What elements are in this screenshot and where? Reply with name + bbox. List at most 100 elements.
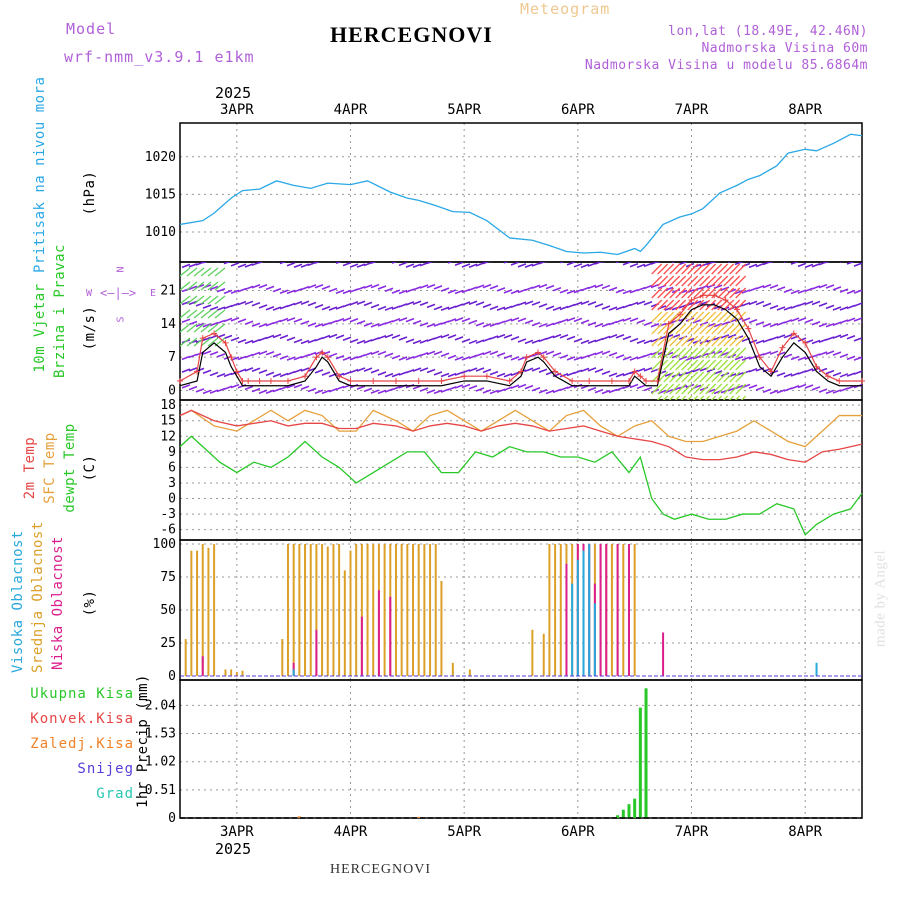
wind-arrow xyxy=(832,286,842,291)
wind-arrow xyxy=(384,333,394,339)
wind-arrow xyxy=(489,322,499,327)
wind-arrow xyxy=(622,335,632,341)
wind-arrow xyxy=(447,334,457,339)
wind-arrow xyxy=(510,335,520,341)
wind-arrow xyxy=(356,320,366,325)
wind-arrow xyxy=(188,367,198,372)
wind-burst-arrow xyxy=(675,287,687,299)
x-tick-label-top: 3APR xyxy=(220,102,254,118)
x-tick-label-top: 7APR xyxy=(675,102,709,118)
wind-arrow xyxy=(398,356,408,361)
wind-arrow xyxy=(258,350,268,355)
wind-arrow xyxy=(293,300,303,306)
wind-arrow xyxy=(811,285,821,290)
y-tick-label: 21 xyxy=(160,284,176,299)
wind-arrow xyxy=(769,284,779,289)
wind-arrow xyxy=(181,263,191,269)
wind-arrow xyxy=(475,321,485,327)
wind-arrow xyxy=(391,318,401,323)
wind-burst-arrow xyxy=(705,371,717,383)
wind-arrow-left xyxy=(180,309,191,319)
wind-burst-arrow xyxy=(735,287,747,299)
wind-burst-arrow xyxy=(711,263,723,275)
wind-burst-arrow xyxy=(716,395,723,400)
wind-arrow xyxy=(608,286,618,292)
wind-arrow xyxy=(552,388,562,394)
wind-arrow xyxy=(385,262,387,263)
wind-arrow xyxy=(804,300,814,306)
wind-burst-arrow xyxy=(729,371,741,383)
wind-burst-arrow xyxy=(651,359,663,371)
wind-arrow-left xyxy=(186,337,198,347)
wind-arrow xyxy=(573,301,583,307)
wind-arrow xyxy=(475,352,485,357)
wind-arrow-left xyxy=(193,309,205,319)
wind-arrow xyxy=(601,350,611,356)
wind-burst-arrow xyxy=(663,383,675,395)
wind-arrow xyxy=(517,288,527,294)
wind-arrow xyxy=(776,372,786,377)
wind-arrow xyxy=(615,354,625,359)
wind-arrow xyxy=(475,301,485,306)
wind-burst-arrow xyxy=(723,299,735,311)
wind-arrow xyxy=(790,304,800,309)
wind-arrow xyxy=(307,262,317,267)
wind-arrow xyxy=(433,335,443,340)
wind-arrow xyxy=(636,319,646,324)
y-tick-label: 14 xyxy=(160,317,176,332)
wind-arrow xyxy=(370,323,380,328)
wind-burst-arrow xyxy=(717,323,729,335)
wind-arrow xyxy=(461,369,471,374)
wind-arrow-left xyxy=(214,267,226,277)
footer-title: HERCEGNOVI xyxy=(330,862,431,877)
wind-arrow xyxy=(279,385,289,391)
wind-arrow xyxy=(587,339,597,344)
wind-burst-arrow xyxy=(735,371,747,383)
wind-burst-arrow xyxy=(699,323,711,335)
wind-arrow xyxy=(853,337,862,342)
x-tick-label-top: 8APR xyxy=(788,102,822,118)
wind-arrow xyxy=(678,262,688,266)
wind-arrow xyxy=(839,319,849,324)
wind-arrow xyxy=(461,356,471,361)
wind-arrow-left xyxy=(193,267,205,277)
wind-arrow xyxy=(293,368,303,374)
wind-burst-arrow xyxy=(657,311,669,323)
x-tick-label-top: 6APR xyxy=(561,102,595,118)
wind-arrow xyxy=(748,384,758,389)
wind-arrow xyxy=(825,284,835,289)
dewpt-temp-line xyxy=(179,435,863,536)
wind-arrow xyxy=(258,389,268,395)
wind-arrow-left xyxy=(207,295,219,305)
wind-arrow xyxy=(251,301,261,307)
wind-arrow xyxy=(482,303,492,308)
wind-burst-arrow xyxy=(723,275,735,287)
wind-arrow-left xyxy=(180,337,191,347)
wind-arrow xyxy=(328,306,338,311)
wind-arrow xyxy=(510,317,520,322)
wind-burst-arrow xyxy=(651,335,663,347)
wind-arrow xyxy=(496,372,506,378)
wind-arrow-left xyxy=(207,267,219,277)
wind-arrow xyxy=(573,263,583,268)
wind-arrow xyxy=(769,350,779,355)
wind-arrow-left xyxy=(200,295,212,305)
wind-arrow xyxy=(356,339,366,345)
wind-burst-arrow xyxy=(693,263,705,275)
wind-burst-arrow xyxy=(705,383,717,395)
wind-arrow xyxy=(391,372,401,378)
wind-arrow xyxy=(300,263,310,268)
wind-arrow xyxy=(629,337,639,343)
y-tick-label: 6 xyxy=(168,460,176,475)
wind-arrow xyxy=(566,371,576,377)
wind-arrow xyxy=(342,262,352,267)
wind-arrow-left xyxy=(214,295,226,305)
wind-arrow xyxy=(636,354,646,360)
wind-burst-arrow xyxy=(735,263,747,275)
wind-arrow xyxy=(489,350,499,356)
wind-burst-arrow xyxy=(699,275,711,287)
wind-arrow xyxy=(741,356,751,361)
wind-arrow xyxy=(461,288,471,294)
wind-arrow xyxy=(195,388,205,393)
wind-arrow xyxy=(265,285,275,291)
